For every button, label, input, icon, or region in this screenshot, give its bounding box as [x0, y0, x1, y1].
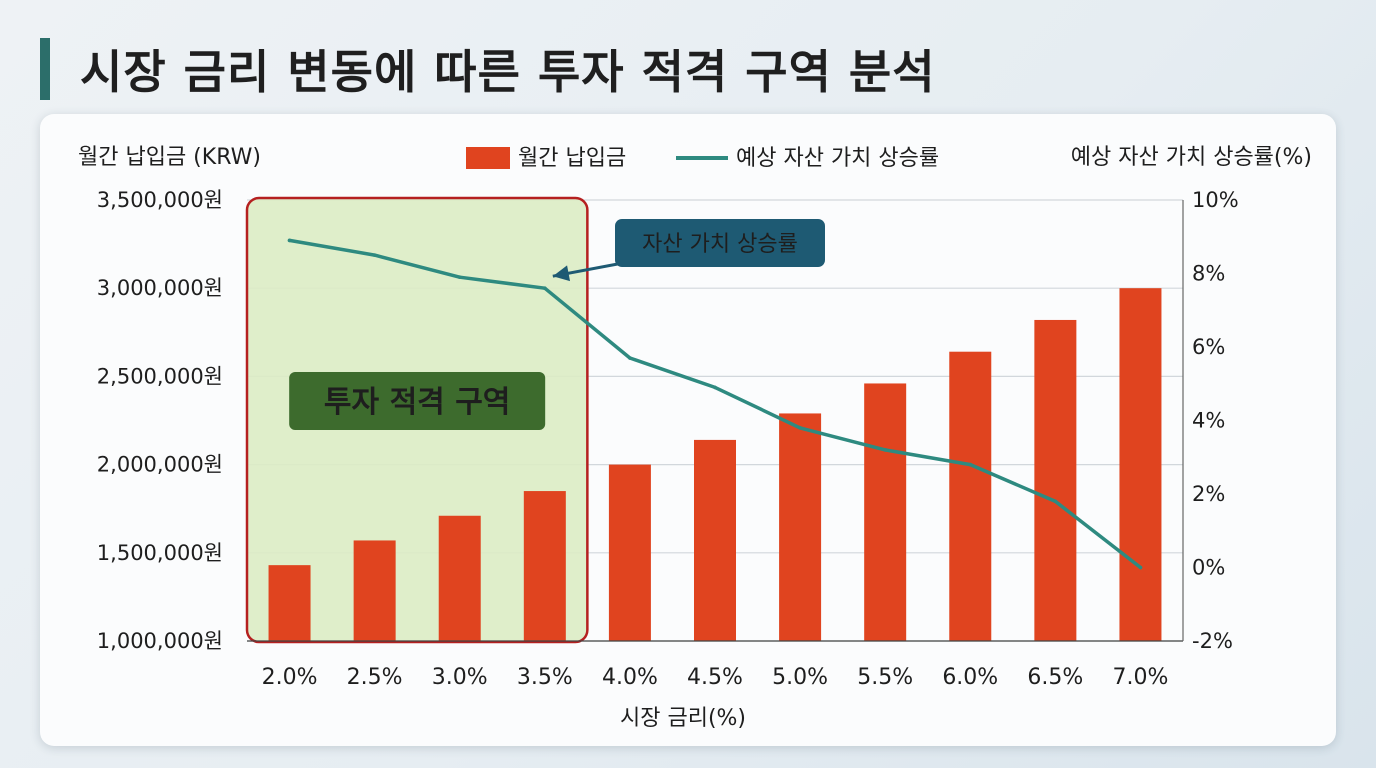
x-tick-label: 3.5% [517, 665, 573, 690]
left-tick-label: 2,000,000원 [97, 453, 223, 477]
bar-2.5% [353, 540, 396, 641]
x-tick-label: 6.0% [942, 665, 998, 690]
left-axis-title: 월간 납입금 (KRW) [78, 145, 261, 170]
callout-arrow-head [552, 265, 571, 282]
legend-swatch-bar [466, 147, 510, 169]
right-tick-label: 10% [1192, 188, 1239, 212]
left-tick-label: 3,500,000원 [97, 188, 223, 212]
right-tick-label: 2% [1192, 482, 1225, 506]
x-tick-label: 2.5% [347, 665, 403, 690]
bar-series [268, 288, 1162, 641]
x-tick-label: 7.0% [1113, 665, 1169, 690]
bar-3.5% [523, 491, 566, 641]
callout: 자산 가치 상승률 [552, 219, 825, 282]
bar-5.0% [779, 413, 822, 641]
right-tick-label: 4% [1192, 409, 1225, 433]
legend-label-bar: 월간 납입금 [518, 146, 626, 171]
x-tick-label: 4.0% [602, 665, 658, 690]
callout-label: 자산 가치 상승률 [642, 232, 798, 257]
line-point-7.0% [1138, 565, 1143, 570]
right-tick-label: -2% [1192, 629, 1233, 653]
bar-2.0% [268, 565, 311, 641]
x-tick-label: 6.5% [1027, 665, 1083, 690]
chart-card: 투자 적격 구역 1,000,000원 1,500,000원 2,000,000원 2… [40, 114, 1336, 746]
title-accent-bar [40, 38, 50, 100]
left-tick-label: 1,500,000원 [97, 541, 223, 565]
line-point-4.5% [713, 385, 717, 390]
line-point-4.0% [628, 356, 632, 360]
page-title: 시장 금리 변동에 따른 투자 적격 구역 분석 [80, 45, 936, 99]
line-point-5.0% [798, 426, 802, 430]
bar-6.5% [1034, 319, 1077, 641]
bar-4.5% [694, 439, 736, 641]
right-axis-title: 예상 자산 가치 상승률(%) [1071, 145, 1312, 170]
chart: 투자 적격 구역 1,000,000원 1,500,000원 2,000,000원 2… [78, 145, 1312, 731]
right-tick-label: 0% [1192, 556, 1225, 580]
x-axis-title: 시장 금리(%) [620, 706, 746, 731]
bar-4.0% [608, 464, 651, 641]
right-tick-label: 6% [1192, 335, 1225, 359]
legend-label-line: 예상 자산 가치 상승률 [736, 146, 939, 171]
line-point-2.0% [287, 238, 292, 243]
left-tick-label: 2,500,000원 [97, 364, 223, 388]
legend: 월간 납입금 예상 자산 가치 상승률 [466, 146, 939, 171]
x-tick-label: 4.5% [687, 665, 743, 690]
eligible-zone: 투자 적격 구역 [245, 196, 589, 644]
right-tick-label: 8% [1192, 262, 1225, 286]
zone-badge-label: 투자 적격 구역 [324, 385, 511, 420]
x-tick-label: 5.0% [772, 665, 828, 690]
axes: 1,000,000원 1,500,000원 2,000,000원 2,500,000원… [78, 145, 1312, 731]
line-series [287, 238, 1143, 570]
line-point-3.0% [457, 275, 462, 279]
x-tick-label: 3.0% [432, 665, 488, 690]
left-tick-label: 1,000,000원 [97, 629, 223, 653]
line-point-2.5% [372, 253, 377, 257]
zone-badge [289, 372, 546, 430]
line-point-6.0% [968, 462, 973, 467]
bar-7.0% [1119, 288, 1162, 641]
left-tick-label: 3,000,000원 [97, 276, 223, 300]
bar-6.0% [949, 351, 992, 641]
line-point-6.5% [1053, 499, 1058, 504]
callout-box [615, 219, 825, 267]
bar-3.0% [438, 515, 481, 641]
bar-5.5% [864, 383, 907, 641]
line-point-5.5% [883, 448, 887, 452]
x-tick-label: 5.5% [857, 665, 913, 690]
x-tick-label: 2.0% [262, 665, 318, 690]
line-point-3.5% [543, 286, 547, 290]
